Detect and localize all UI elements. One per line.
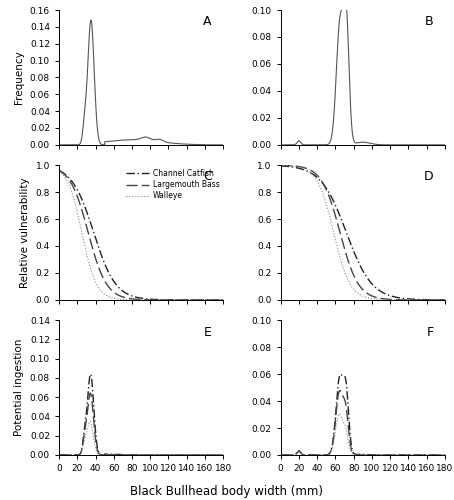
Y-axis label: Relative vulnerability: Relative vulnerability: [20, 177, 30, 288]
Y-axis label: Potential ingestion: Potential ingestion: [15, 339, 25, 436]
Text: B: B: [425, 16, 434, 28]
Text: C: C: [203, 170, 212, 183]
Legend: Channel Catfish, Largemouth Bass, Walleye: Channel Catfish, Largemouth Bass, Walley…: [126, 169, 219, 200]
Text: Black Bullhead body width (mm): Black Bullhead body width (mm): [130, 485, 324, 498]
Text: E: E: [204, 326, 212, 338]
Text: D: D: [424, 170, 434, 183]
Text: A: A: [203, 16, 212, 28]
Text: F: F: [426, 326, 434, 338]
Y-axis label: Frequency: Frequency: [15, 50, 25, 104]
